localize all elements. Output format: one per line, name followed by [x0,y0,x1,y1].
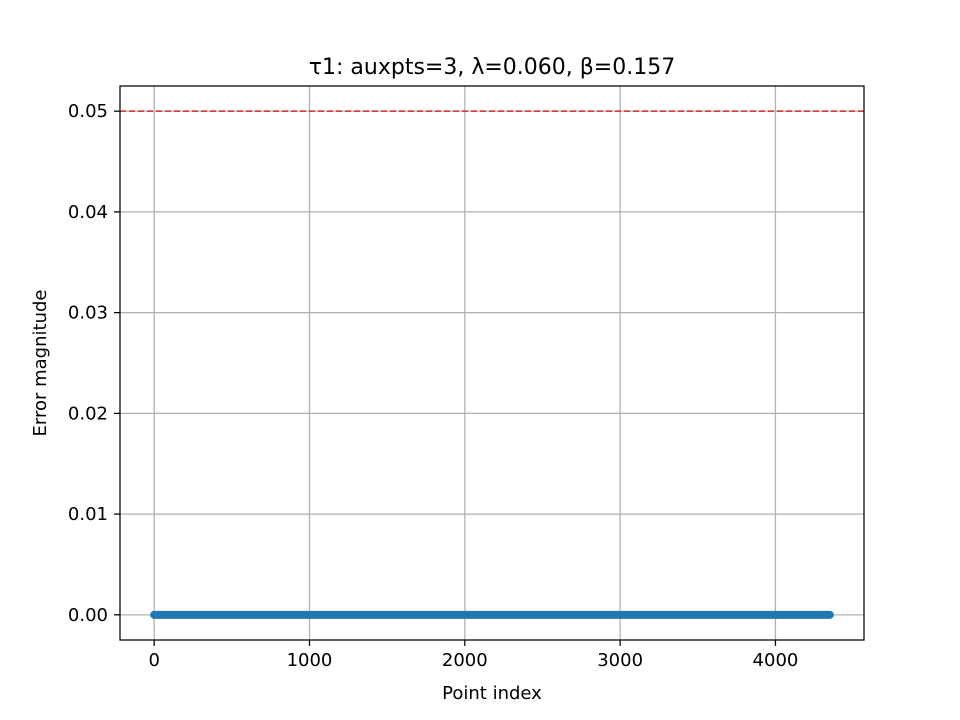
y-axis-label: Error magnitude [30,290,51,437]
y-tick-label: 0.01 [68,504,108,525]
chart-title: τ1: auxpts=3, λ=0.060, β=0.157 [309,55,675,80]
x-axis-label: Point index [442,683,542,704]
x-tick-label: 3000 [597,650,643,671]
x-tick-label: 1000 [287,650,333,671]
x-tick-label: 0 [148,650,159,671]
x-tick-label: 4000 [753,650,799,671]
x-axis-ticks: 0 1000 2000 3000 4000 [148,640,798,671]
y-tick-label: 0.00 [68,605,108,626]
plot-background [120,86,864,640]
x-tick-label: 2000 [442,650,488,671]
plot-frame [119,85,865,641]
y-tick-label: 0.03 [68,303,108,324]
y-tick-label: 0.04 [68,202,108,223]
y-tick-label: 0.05 [68,101,108,122]
y-tick-label: 0.02 [68,403,108,424]
y-axis-ticks: 0.00 0.01 0.02 0.03 0.04 0.05 [68,101,120,626]
